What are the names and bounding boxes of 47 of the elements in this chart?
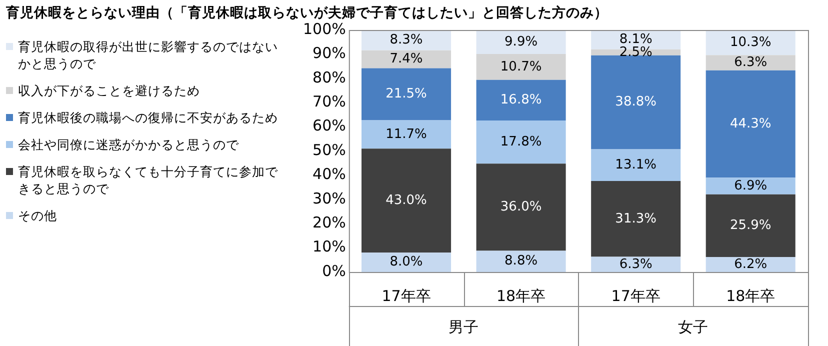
y-tick-label: 0% xyxy=(322,262,346,280)
data-label: 7.4% xyxy=(390,52,423,67)
legend-label: 収入が下がることを避けるため xyxy=(18,82,200,99)
y-tick-label: 80% xyxy=(312,68,346,86)
x-tick-label: 17年卒 xyxy=(611,286,660,305)
data-label: 43.0% xyxy=(386,192,427,208)
data-label: 13.1% xyxy=(615,158,656,173)
y-tick-label: 100% xyxy=(302,20,346,38)
data-label: 16.8% xyxy=(500,92,542,108)
legend-label: 育児休暇を取らなくても十分子育てに参加できると思うので xyxy=(18,163,279,197)
legend-label: 会社や同僚に迷惑がかかると思うので xyxy=(18,136,239,153)
y-tick-label: 60% xyxy=(312,116,346,135)
data-label: 8.1% xyxy=(619,32,652,47)
x-tick-label: 18年卒 xyxy=(726,286,776,305)
data-label: 36.0% xyxy=(500,200,542,215)
data-label: 6.2% xyxy=(734,256,768,272)
data-label: 25.9% xyxy=(730,218,772,234)
x-tick-label: 18年卒 xyxy=(496,286,546,305)
data-label: 21.5% xyxy=(386,86,427,102)
x-tick-label: 17年卒 xyxy=(382,286,431,305)
y-tick-label: 10% xyxy=(312,238,346,256)
legend-label: 育児休暇後の職場への復帰に不安があるため xyxy=(18,109,278,126)
legend-label: 育児休暇の取得が出世に影響するのではないかと思うので xyxy=(18,38,279,72)
data-label: 8.8% xyxy=(504,254,538,269)
data-label: 11.7% xyxy=(386,126,427,142)
data-label: 6.9% xyxy=(734,178,768,194)
data-label: 31.3% xyxy=(615,211,656,226)
data-label: 17.8% xyxy=(500,134,542,150)
chart-title: 育児休暇をとらない理由（「育児休暇は取らないが夫婦で子育てはしたい」と回答した方のみ） xyxy=(6,4,608,22)
data-label: 44.3% xyxy=(730,116,772,132)
y-tick-label: 90% xyxy=(312,44,346,62)
data-label: 10.7% xyxy=(500,59,542,74)
y-tick-label: 70% xyxy=(312,92,346,110)
data-label: 10.3% xyxy=(730,35,772,50)
data-label: 8.3% xyxy=(390,32,423,48)
text: 男子 xyxy=(448,318,479,336)
y-tick-label: 40% xyxy=(312,165,346,184)
data-label: 6.3% xyxy=(734,55,768,70)
data-label: 9.9% xyxy=(504,34,538,50)
data-label: 8.0% xyxy=(390,254,423,270)
text: 女子 xyxy=(678,318,708,336)
y-tick-label: 50% xyxy=(312,140,346,159)
y-tick-label: 20% xyxy=(312,213,346,232)
y-tick-label: 30% xyxy=(312,189,346,208)
legend-label: その他 xyxy=(18,207,57,224)
data-label: 6.3% xyxy=(619,256,652,272)
data-label: 38.8% xyxy=(615,94,656,110)
